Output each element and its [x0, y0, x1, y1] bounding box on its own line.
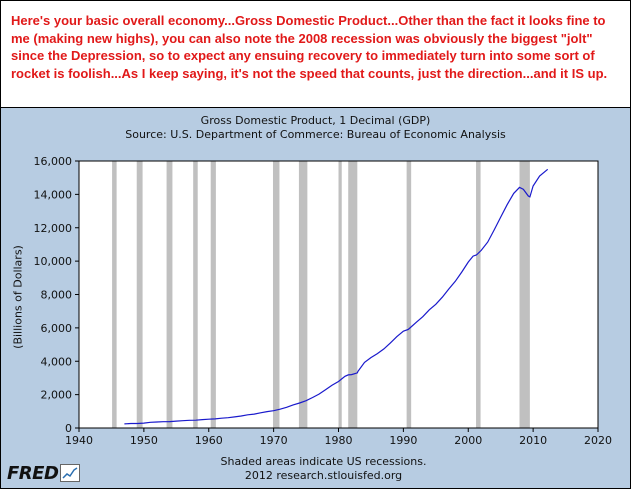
- recession-band: [338, 161, 342, 428]
- recession-band: [112, 161, 117, 428]
- x-tick-label: 2010: [519, 434, 547, 447]
- recession-band: [348, 161, 358, 428]
- x-tick-label: 1990: [389, 434, 417, 447]
- chart-title: Gross Domestic Product, 1 Decimal (GDP): [200, 114, 431, 127]
- x-tick-label: 2000: [454, 434, 482, 447]
- fred-logo-chart-icon: [60, 464, 81, 482]
- recession-band: [210, 161, 216, 428]
- recession-band: [166, 161, 173, 428]
- x-tick-label: 1960: [195, 434, 223, 447]
- gdp-series-line: [124, 168, 549, 425]
- y-tick-label: 8,000: [41, 289, 73, 302]
- recession-band: [136, 161, 143, 428]
- y-tick-label: 10,000: [34, 255, 73, 268]
- x-tick-label: 1980: [325, 434, 353, 447]
- y-tick-label: 2,000: [41, 389, 73, 402]
- recession-band: [272, 161, 280, 428]
- recession-band: [298, 161, 308, 428]
- recession-band: [406, 161, 412, 428]
- y-tick-label: 4,000: [41, 355, 73, 368]
- fred-logo-text: FRED: [7, 462, 59, 484]
- fred-logo: FRED: [7, 462, 95, 484]
- recession-band: [193, 161, 198, 428]
- annotation-text: Here's your basic overall economy...Gros…: [11, 13, 608, 81]
- x-tick-label: 1940: [65, 434, 93, 447]
- y-tick-label: 12,000: [34, 222, 73, 235]
- chart-subtitle: Source: U.S. Department of Commerce: Bur…: [125, 128, 506, 141]
- y-tick-label: 16,000: [34, 155, 73, 168]
- y-tick-label: 0: [65, 422, 72, 435]
- y-tick-label: 6,000: [41, 322, 73, 335]
- annotation-box: Here's your basic overall economy...Gros…: [1, 1, 630, 108]
- source-footnote: 2012 research.stlouisfed.org: [244, 469, 403, 482]
- x-tick-label: 1970: [260, 434, 288, 447]
- recession-footnote: Shaded areas indicate US recessions.: [220, 455, 427, 468]
- y-tick-label: 14,000: [34, 188, 73, 201]
- x-tick-label: 1950: [130, 434, 158, 447]
- recession-band: [476, 161, 481, 428]
- x-tick-label: 2020: [584, 434, 612, 447]
- recession-band: [519, 161, 530, 428]
